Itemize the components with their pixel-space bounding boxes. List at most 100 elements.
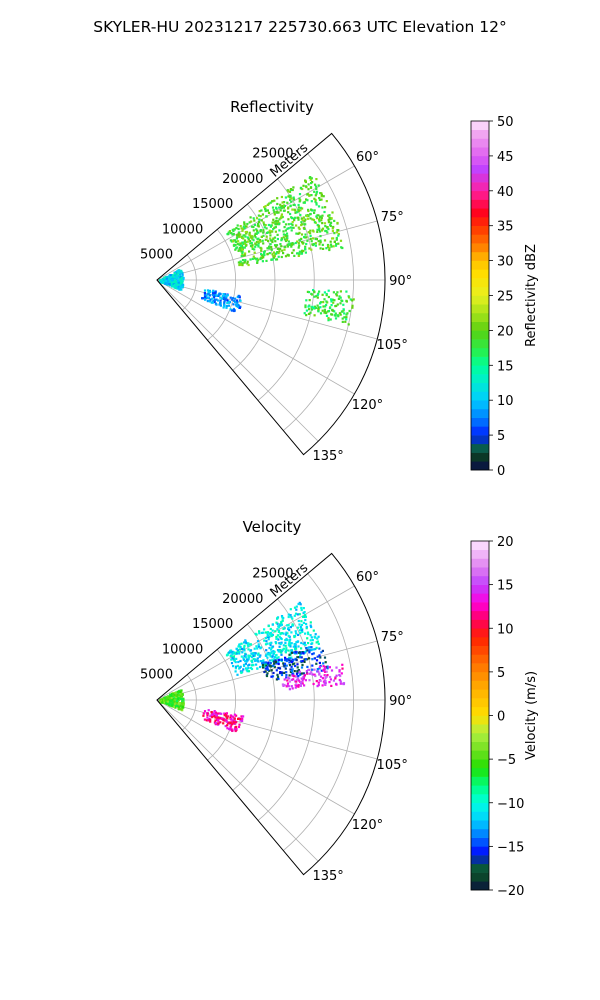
echo-gate	[299, 673, 302, 676]
echo-gate	[312, 307, 315, 310]
echo-gate	[323, 674, 326, 677]
echo-gate	[223, 293, 227, 296]
radial-tick-label: 15000	[192, 197, 233, 212]
echo-gate	[310, 208, 313, 211]
colorbar-swatch	[471, 356, 489, 366]
echo-gate	[276, 675, 280, 678]
echo-gate	[234, 665, 238, 668]
echo-gate	[293, 208, 296, 211]
echo-gate	[274, 245, 278, 248]
echo-gate	[261, 662, 264, 665]
echo-gate	[303, 660, 306, 663]
colorbar-tick-label: 30	[497, 255, 514, 270]
echo-gate	[275, 210, 278, 213]
echo-gate	[314, 194, 317, 197]
echo-gate	[310, 648, 313, 652]
echo-gate	[243, 221, 246, 224]
echo-gate	[345, 313, 348, 316]
echo-gate	[173, 272, 176, 275]
echo-gate	[251, 257, 254, 260]
echo-gate	[324, 675, 327, 678]
echo-gate	[238, 248, 241, 251]
echo-gate	[328, 248, 331, 252]
echo-gate	[225, 719, 228, 722]
echo-gate	[215, 714, 218, 717]
echo-gate	[317, 670, 320, 673]
echo-gate	[227, 651, 231, 654]
colorbar-tick-label: 0	[497, 710, 505, 725]
echo-gate	[243, 246, 246, 249]
echo-gate	[252, 255, 255, 258]
colorbar-swatch	[471, 794, 489, 804]
echo-gate	[257, 242, 260, 245]
echo-gate	[201, 297, 204, 300]
echo-gate	[181, 274, 184, 277]
echo-gate	[336, 221, 339, 225]
echo-gate	[297, 232, 300, 235]
echo-gate	[236, 240, 240, 243]
colorbar-swatch	[471, 724, 489, 734]
echo-gate	[248, 663, 251, 666]
echo-gate	[275, 252, 278, 255]
echo-gate	[297, 669, 300, 672]
echo-gate	[337, 297, 340, 300]
echo-gate	[262, 254, 265, 257]
echo-gate	[180, 703, 183, 706]
echo-gate	[280, 641, 283, 644]
echo-gate	[324, 225, 327, 228]
echo-gate	[276, 237, 279, 241]
echo-gate	[265, 649, 268, 652]
echo-gate	[287, 624, 290, 627]
echo-gate	[272, 664, 275, 667]
echo-gate	[159, 700, 163, 703]
echo-gate	[226, 294, 229, 297]
echo-gate	[249, 239, 252, 243]
echo-gate	[257, 231, 260, 234]
colorbar-swatch	[471, 190, 489, 200]
echo-gate	[304, 679, 307, 682]
echo-gate	[290, 197, 293, 200]
echo-gate	[266, 253, 269, 256]
echo-gate	[311, 305, 314, 308]
echo-gate	[320, 669, 323, 672]
echo-gate	[217, 712, 220, 715]
colorbar-swatch	[471, 619, 489, 629]
echo-gate	[289, 198, 292, 202]
echo-gate	[321, 684, 324, 687]
echo-gate	[243, 239, 247, 242]
echo-gate	[284, 255, 288, 258]
echo-gate	[306, 631, 310, 634]
chart-title: Velocity	[243, 518, 302, 536]
echo-gate	[166, 702, 169, 705]
echo-gate	[286, 658, 289, 661]
echo-gate	[253, 234, 256, 237]
echo-gate	[202, 712, 205, 715]
echo-gate	[241, 651, 244, 654]
echo-gate	[239, 246, 242, 250]
grid-arc	[257, 178, 315, 401]
echo-gate	[283, 204, 286, 208]
echo-gate	[302, 184, 305, 187]
echo-gate	[231, 652, 234, 655]
echo-gate	[305, 622, 308, 626]
echo-gate	[346, 312, 349, 315]
echo-gate	[222, 296, 225, 299]
echo-gate	[236, 649, 239, 652]
echo-gate	[319, 301, 323, 304]
echo-gate	[281, 201, 284, 204]
echo-gate	[297, 209, 300, 212]
echo-gate	[303, 312, 306, 315]
echo-gate	[241, 259, 245, 262]
echo-gate	[306, 637, 309, 640]
echo-gate	[241, 253, 244, 256]
colorbar-tick-label: 45	[497, 150, 514, 165]
echo-gate	[302, 677, 305, 680]
echo-gate	[271, 629, 274, 632]
echo-gate	[314, 674, 317, 678]
echo-gate	[287, 223, 290, 226]
echo-gate	[287, 240, 290, 243]
echo-gate	[321, 649, 324, 652]
echo-gate	[298, 197, 301, 200]
echo-gate	[223, 298, 227, 301]
